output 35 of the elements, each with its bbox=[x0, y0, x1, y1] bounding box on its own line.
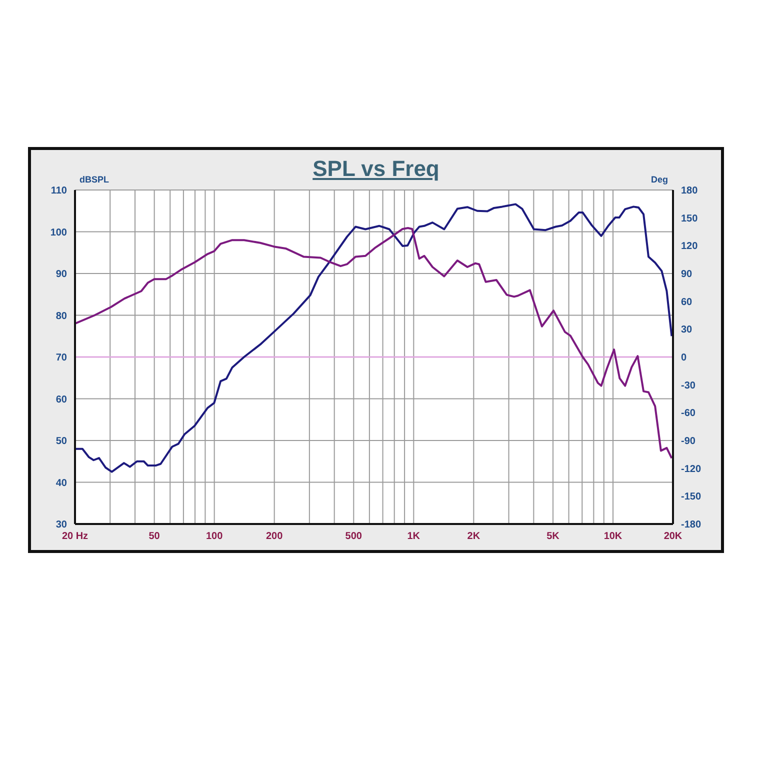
x-tick-label: 2K bbox=[467, 531, 481, 542]
y2-tick-label: 120 bbox=[681, 241, 698, 252]
y2-tick-label: -120 bbox=[681, 464, 702, 475]
y-tick-label: 80 bbox=[56, 310, 68, 322]
y-tick-label: 40 bbox=[56, 478, 68, 489]
y2-tick-label: -90 bbox=[681, 436, 696, 448]
x-tick-label: 200 bbox=[266, 531, 284, 542]
y2-tick-label: -180 bbox=[681, 520, 702, 531]
y-tick-label: 30 bbox=[56, 520, 68, 531]
x-tick-label: 500 bbox=[345, 531, 362, 542]
y2-tick-label: 60 bbox=[681, 296, 693, 308]
y2-tick-label: 0 bbox=[681, 352, 687, 364]
y-tick-label: 110 bbox=[50, 186, 68, 197]
x-tick-label: 10K bbox=[604, 531, 623, 542]
y2-tick-label: 150 bbox=[681, 213, 698, 224]
x-tick-label: 20 Hz bbox=[62, 531, 88, 542]
x-tick-label: 5K bbox=[546, 531, 560, 542]
y-tick-label: 60 bbox=[56, 394, 68, 406]
y2-tick-label: 90 bbox=[681, 269, 693, 280]
y2-axis-title: Deg bbox=[651, 174, 668, 184]
y2-tick-label: 180 bbox=[681, 186, 698, 197]
y2-tick-label: -150 bbox=[681, 492, 702, 503]
y-tick-label: 50 bbox=[56, 436, 68, 448]
y-tick-label: 70 bbox=[56, 352, 68, 364]
y2-tick-label: 30 bbox=[681, 324, 693, 336]
x-tick-label: 1K bbox=[407, 531, 421, 542]
y2-tick-label: -30 bbox=[681, 380, 696, 392]
chart-title: SPL vs Freq bbox=[312, 156, 440, 181]
x-tick-label: 50 bbox=[148, 531, 160, 542]
y2-tick-label: -60 bbox=[681, 408, 696, 420]
x-tick-label: 20K bbox=[664, 531, 683, 542]
y-tick-label: 100 bbox=[50, 227, 68, 238]
y-tick-label: 90 bbox=[56, 269, 68, 280]
x-tick-label: 100 bbox=[206, 531, 224, 542]
y-axis-title: dBSPL bbox=[79, 174, 110, 184]
